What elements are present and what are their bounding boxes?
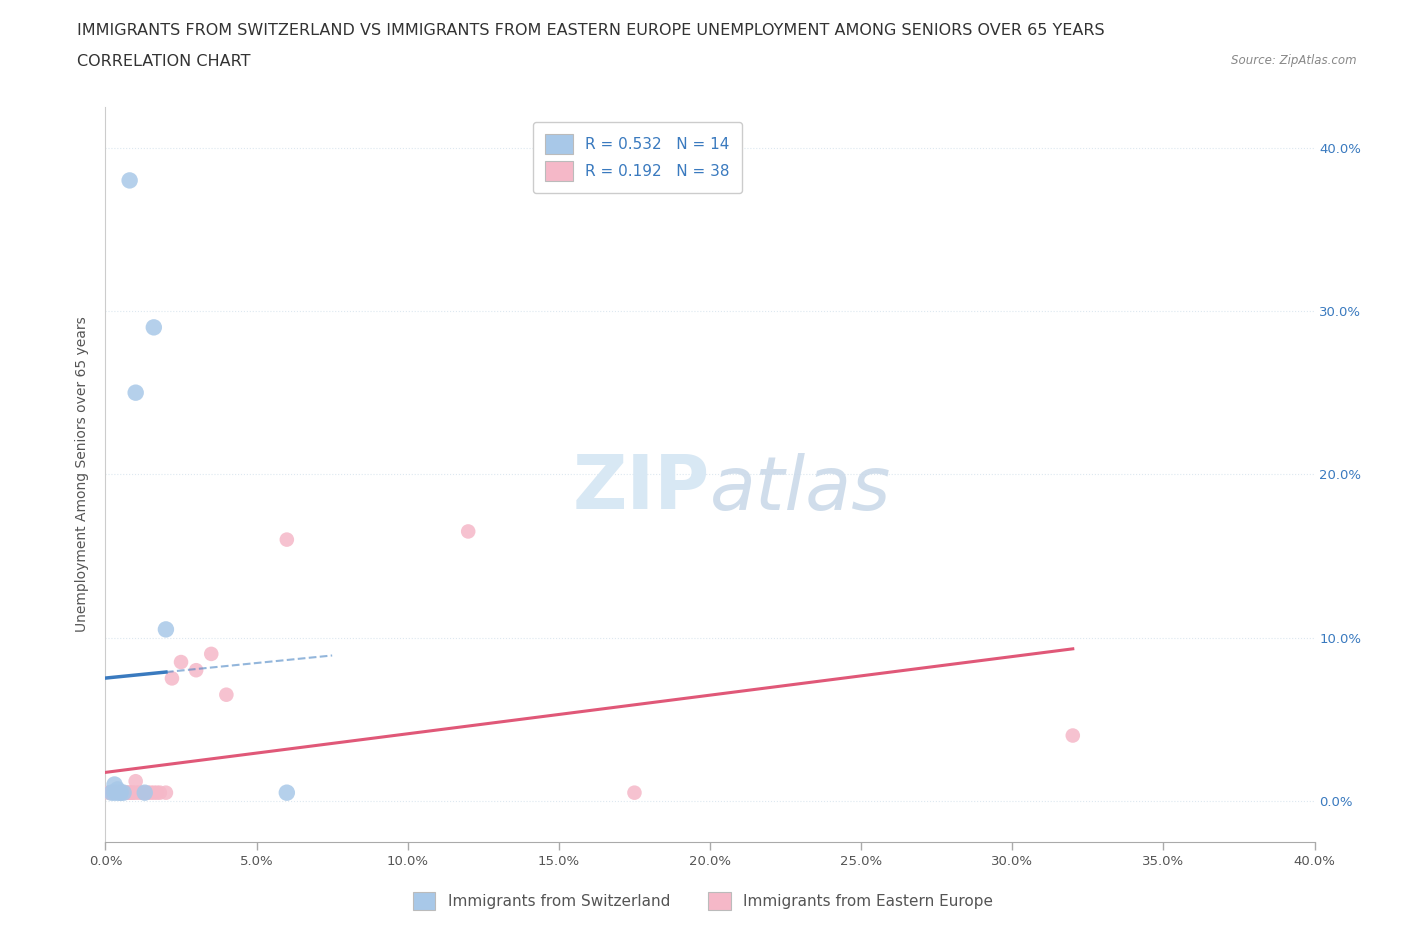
- Point: [107, 785, 129, 800]
- Point: [110, 785, 132, 800]
- Point: [107, 785, 129, 800]
- Point: [146, 785, 169, 800]
- Point: [121, 785, 143, 800]
- Text: IMMIGRANTS FROM SWITZERLAND VS IMMIGRANTS FROM EASTERN EUROPE UNEMPLOYMENT AMONG: IMMIGRANTS FROM SWITZERLAND VS IMMIGRANT…: [77, 23, 1105, 38]
- Text: atlas: atlas: [710, 453, 891, 525]
- Point: [112, 785, 135, 800]
- Point: [186, 663, 208, 678]
- Point: [107, 782, 129, 797]
- Point: [134, 785, 156, 800]
- Point: [457, 524, 479, 538]
- Point: [170, 655, 193, 670]
- Point: [100, 785, 122, 800]
- Point: [100, 785, 122, 800]
- Point: [110, 785, 132, 800]
- Point: [124, 774, 148, 789]
- Point: [139, 785, 162, 800]
- Point: [110, 785, 132, 800]
- Point: [124, 385, 148, 400]
- Point: [136, 785, 159, 800]
- Point: [142, 320, 165, 335]
- Point: [103, 785, 125, 800]
- Point: [110, 785, 132, 800]
- Point: [115, 785, 138, 800]
- Point: [200, 646, 222, 661]
- Point: [623, 785, 645, 800]
- Point: [110, 785, 132, 800]
- Legend: R = 0.532   N = 14, R = 0.192   N = 38: R = 0.532 N = 14, R = 0.192 N = 38: [533, 122, 742, 193]
- Point: [115, 785, 138, 800]
- Point: [118, 785, 141, 800]
- Point: [112, 785, 135, 800]
- Point: [100, 785, 122, 800]
- Text: CORRELATION CHART: CORRELATION CHART: [77, 54, 250, 69]
- Y-axis label: Unemployment Among Seniors over 65 years: Unemployment Among Seniors over 65 years: [76, 316, 90, 632]
- Legend: Immigrants from Switzerland, Immigrants from Eastern Europe: Immigrants from Switzerland, Immigrants …: [405, 884, 1001, 918]
- Text: ZIP: ZIP: [572, 453, 710, 525]
- Point: [160, 671, 183, 685]
- Point: [118, 785, 141, 800]
- Point: [124, 785, 148, 800]
- Point: [215, 687, 238, 702]
- Point: [103, 785, 125, 800]
- Point: [103, 777, 125, 792]
- Point: [155, 785, 177, 800]
- Point: [131, 785, 153, 800]
- Point: [149, 785, 172, 800]
- Point: [118, 173, 141, 188]
- Point: [103, 785, 125, 800]
- Point: [134, 785, 156, 800]
- Point: [128, 785, 150, 800]
- Point: [107, 785, 129, 800]
- Text: Source: ZipAtlas.com: Source: ZipAtlas.com: [1232, 54, 1357, 67]
- Point: [97, 785, 120, 800]
- Point: [142, 785, 165, 800]
- Point: [112, 785, 135, 800]
- Point: [1062, 728, 1084, 743]
- Point: [276, 532, 298, 547]
- Point: [155, 622, 177, 637]
- Point: [276, 785, 298, 800]
- Point: [121, 785, 143, 800]
